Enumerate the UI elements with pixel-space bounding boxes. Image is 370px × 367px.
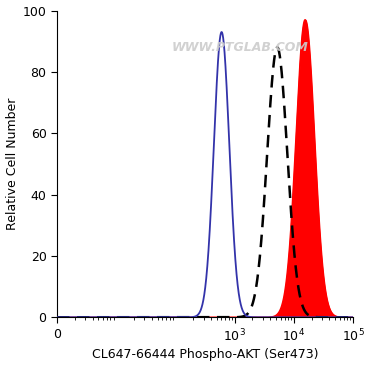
X-axis label: CL647-66444 Phospho-AKT (Ser473): CL647-66444 Phospho-AKT (Ser473) <box>92 348 318 361</box>
Text: WWW.PTGLAB.COM: WWW.PTGLAB.COM <box>172 41 309 54</box>
Y-axis label: Relative Cell Number: Relative Cell Number <box>6 98 18 230</box>
